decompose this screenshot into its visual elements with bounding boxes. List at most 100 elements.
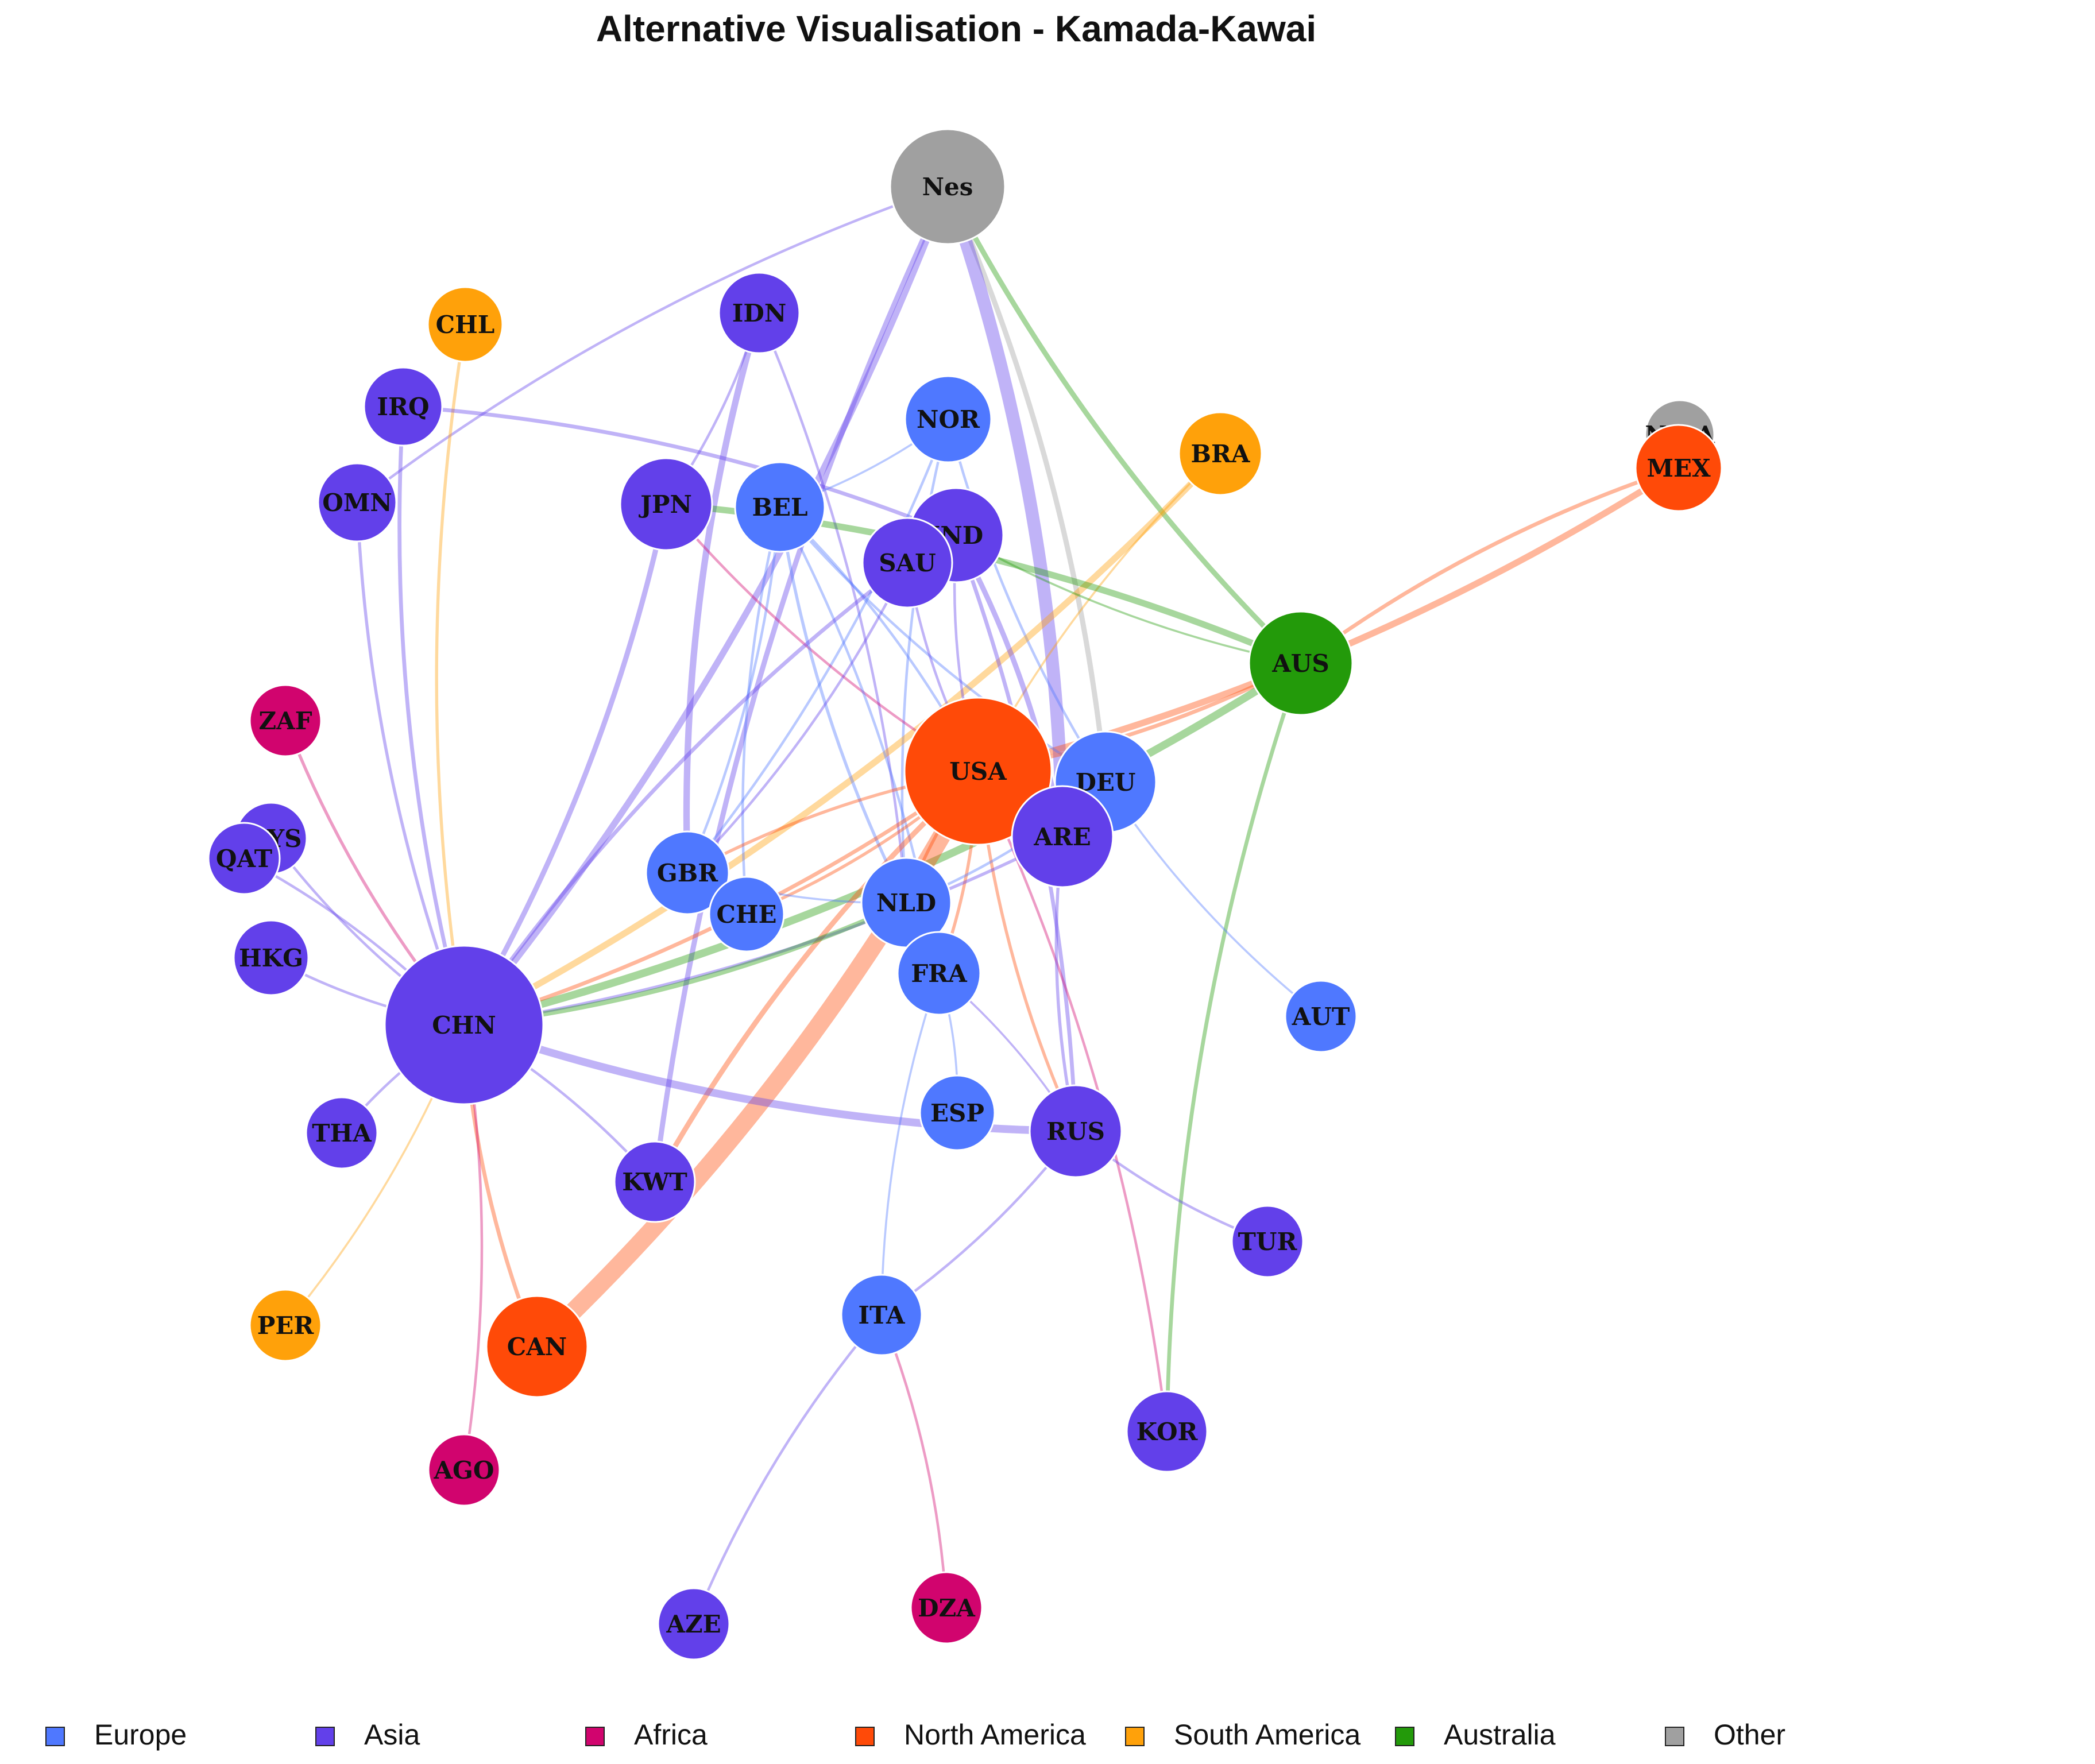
- edge-irq-ind: [401, 404, 958, 537]
- node-circle-kor: [1126, 1390, 1208, 1473]
- edge-nes-deu: [945, 184, 1108, 785]
- node-mex: MEX: [1634, 424, 1723, 512]
- node-circle-ita: [840, 1274, 923, 1356]
- edge-idn-nld: [757, 311, 908, 904]
- node-aut: AUT: [1284, 980, 1358, 1053]
- node-circle-gbr: [645, 830, 730, 915]
- edge-fra-ita: [880, 972, 940, 1316]
- node-are: ARE: [1011, 785, 1114, 888]
- node-ago: AGO: [427, 1433, 501, 1507]
- legend-label-asia: Asia: [364, 1719, 420, 1751]
- legend-label-australia: Australia: [1444, 1719, 1556, 1751]
- node-label-mex: MEX: [1646, 454, 1711, 482]
- legend-label-north-america: North America: [904, 1719, 1086, 1751]
- edge-sau-chn: [462, 560, 910, 1027]
- edge-bel-nld: [778, 505, 908, 904]
- legend-swatch-europe: [45, 1727, 65, 1746]
- edge-aus-kor: [1165, 661, 1303, 1434]
- edge-sau-gbr: [686, 561, 909, 875]
- node-circle-rus: [1029, 1084, 1123, 1178]
- node-label-dza: DZA: [918, 1594, 976, 1622]
- edge-are-chn: [462, 835, 1064, 1027]
- node-label-gbr: GBR: [657, 859, 718, 887]
- node-nes: Nes: [889, 128, 1006, 245]
- node-bra: BRA: [1178, 411, 1263, 496]
- legend-swatch-australia: [1395, 1727, 1414, 1746]
- node-esp: ESP: [919, 1074, 996, 1151]
- node-circle-kwt: [613, 1140, 696, 1223]
- node-label-ita: ITA: [858, 1301, 906, 1329]
- chart-title: Alternative Visualisation - Kamada-Kawai: [596, 8, 1316, 49]
- node-circle-nes: [889, 128, 1006, 245]
- node-label-usa: USA: [949, 757, 1007, 786]
- node-label-nor: NOR: [917, 405, 980, 434]
- node-label-are: ARE: [1033, 823, 1091, 851]
- node-circle-qat: [207, 822, 281, 895]
- node-label-nes: Nes: [922, 173, 973, 201]
- node-label-fra: FRA: [911, 960, 968, 988]
- node-idn: IDN: [718, 272, 801, 354]
- node-label-aut: AUT: [1292, 1003, 1350, 1031]
- node-circle-aut: [1284, 980, 1358, 1053]
- node-circle-usa: [903, 697, 1053, 846]
- legend: Europe Asia Africa North America South Ameri…: [45, 1719, 1785, 1751]
- node-label-idn: IDN: [732, 299, 786, 327]
- node-circle-omn: [317, 462, 397, 543]
- node-label-tha: THA: [312, 1119, 372, 1147]
- node-sau: SAU: [861, 517, 953, 609]
- edge-nor-gbr: [686, 417, 950, 875]
- node-label-zaf: ZAF: [258, 707, 312, 735]
- node-label-kor: KOR: [1137, 1418, 1199, 1446]
- node-circle-aus: [1248, 610, 1354, 716]
- node-circle-jpn: [619, 457, 713, 551]
- node-kor: KOR: [1126, 1390, 1208, 1473]
- node-hkg: HKG: [233, 919, 310, 996]
- node-rus: RUS: [1029, 1084, 1123, 1178]
- node-jpn: JPN: [619, 457, 713, 551]
- node-label-jpn: JPN: [638, 490, 692, 519]
- legend-label-africa: Africa: [634, 1719, 708, 1751]
- legend-label-europe: Europe: [94, 1719, 187, 1751]
- node-usa: USA: [903, 697, 1053, 846]
- edge-idn-gbr: [683, 310, 763, 876]
- node-circle-chn: [384, 945, 544, 1105]
- edge-ita-dza: [880, 1313, 948, 1610]
- node-chn: CHN: [384, 945, 544, 1105]
- node-dza: DZA: [910, 1571, 983, 1645]
- legend-label-other: Other: [1714, 1719, 1785, 1751]
- node-circle-mex: [1634, 424, 1723, 512]
- node-per: PER: [249, 1289, 322, 1362]
- node-label-irq: IRQ: [377, 393, 429, 421]
- node-label-nld: NLD: [876, 889, 936, 917]
- node-label-per: PER: [257, 1312, 315, 1340]
- edge-nes-aus: [945, 184, 1304, 666]
- node-circle-per: [249, 1289, 322, 1362]
- node-label-ago: AGO: [433, 1456, 494, 1484]
- node-circle-esp: [919, 1074, 996, 1151]
- node-circle-aze: [657, 1587, 730, 1661]
- edge-bel-gbr: [686, 505, 782, 875]
- node-nor: NOR: [904, 375, 992, 463]
- node-label-bel: BEL: [752, 493, 807, 521]
- node-can: CAN: [485, 1295, 589, 1398]
- edge-nor-nld: [900, 417, 950, 904]
- node-aus: AUS: [1248, 610, 1354, 716]
- node-label-sau: SAU: [879, 549, 936, 577]
- node-label-can: CAN: [507, 1333, 567, 1361]
- node-circle-zaf: [249, 684, 322, 757]
- node-che: CHE: [708, 876, 785, 953]
- legend-swatch-africa: [585, 1727, 605, 1746]
- node-chl: CHL: [427, 286, 504, 363]
- node-circle-can: [485, 1295, 589, 1398]
- legend-swatch-south-america: [1125, 1727, 1145, 1746]
- edge-bel-che: [741, 505, 782, 916]
- node-circle-fra: [896, 931, 981, 1016]
- node-zaf: ZAF: [249, 684, 322, 757]
- node-label-kwt: KWT: [622, 1168, 687, 1196]
- node-kwt: KWT: [613, 1140, 696, 1223]
- node-fra: FRA: [896, 931, 981, 1016]
- edge-bel-deu: [778, 505, 1107, 784]
- node-tha: THA: [305, 1096, 378, 1170]
- node-label-bra: BRA: [1191, 440, 1251, 468]
- node-irq: IRQ: [363, 366, 443, 447]
